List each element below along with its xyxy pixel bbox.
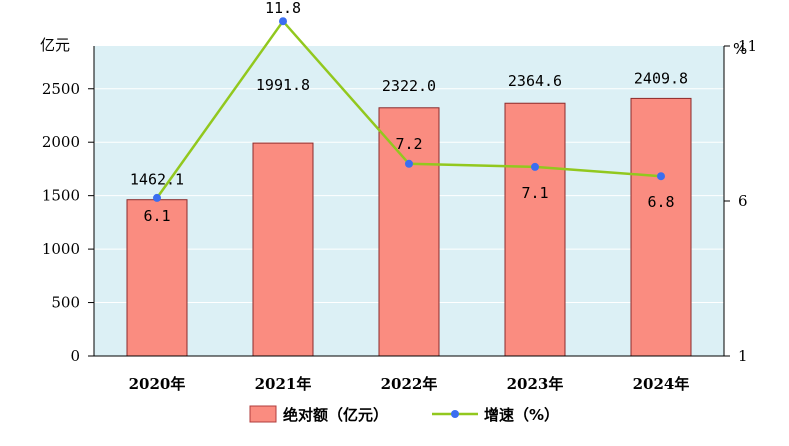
line-data-label: 6.1 — [143, 207, 170, 225]
bar — [378, 107, 440, 357]
x-axis-tick-label: 2021年 — [255, 375, 312, 393]
line-marker — [279, 17, 287, 26]
left-axis-tick-label: 500 — [51, 294, 80, 312]
line-marker — [153, 193, 161, 202]
right-axis-tick-label: 6 — [738, 192, 748, 210]
x-axis-tick-label: 2020年 — [129, 375, 186, 393]
line-series: 1462.1 1991.8 2322.0 2364.6 2409.8 6.1 11.8 7.2… — [130, 0, 688, 225]
right-axis-tick-label: 1 — [738, 347, 748, 365]
x-axis-tick-label: 2022年 — [381, 375, 438, 393]
left-axis-tick-label: 1000 — [42, 240, 80, 258]
legend-bar-swatch — [249, 405, 277, 423]
bar — [126, 199, 188, 357]
line-data-label: 11.8 — [265, 0, 301, 17]
right-axis-unit: % — [733, 40, 747, 58]
line-data-label: 6.8 — [647, 193, 674, 211]
bar-data-label: 2409.8 — [634, 69, 688, 87]
bar-data-label: 2322.0 — [382, 77, 436, 95]
bar — [252, 142, 314, 357]
bar-data-label: 2364.6 — [508, 72, 562, 90]
bar-data-label: 1462.1 — [130, 171, 184, 189]
line-data-label: 7.2 — [395, 135, 422, 153]
x-axis-tick-label: 2024年 — [633, 375, 690, 393]
left-axis-tick-label: 2000 — [42, 133, 80, 151]
axes: 0 500 1000 1500 2000 2500 1 6 11 2020年 2021年 2022年 2… — [42, 37, 757, 393]
line-marker — [531, 162, 539, 171]
bar-data-label: 1991.8 — [256, 76, 310, 94]
bar — [630, 97, 692, 357]
left-axis-unit: 亿元 — [40, 36, 70, 54]
left-axis-tick-label: 0 — [70, 347, 80, 365]
bar — [504, 102, 566, 357]
legend: 绝对额（亿元） 增速（%） — [249, 405, 559, 424]
line-marker — [657, 172, 665, 181]
legend-bar-label: 绝对额（亿元） — [283, 406, 388, 424]
line-data-label: 7.1 — [521, 184, 548, 202]
bar-series — [126, 97, 692, 357]
right-axis-tick-label: 11 — [738, 37, 757, 55]
x-axis-tick-label: 2023年 — [507, 375, 564, 393]
legend-line-label: 增速（%） — [484, 406, 559, 424]
legend-line-marker — [451, 410, 459, 418]
line-marker — [405, 159, 413, 168]
left-axis-tick-label: 2500 — [42, 80, 80, 98]
left-axis-tick-label: 1500 — [42, 187, 80, 205]
